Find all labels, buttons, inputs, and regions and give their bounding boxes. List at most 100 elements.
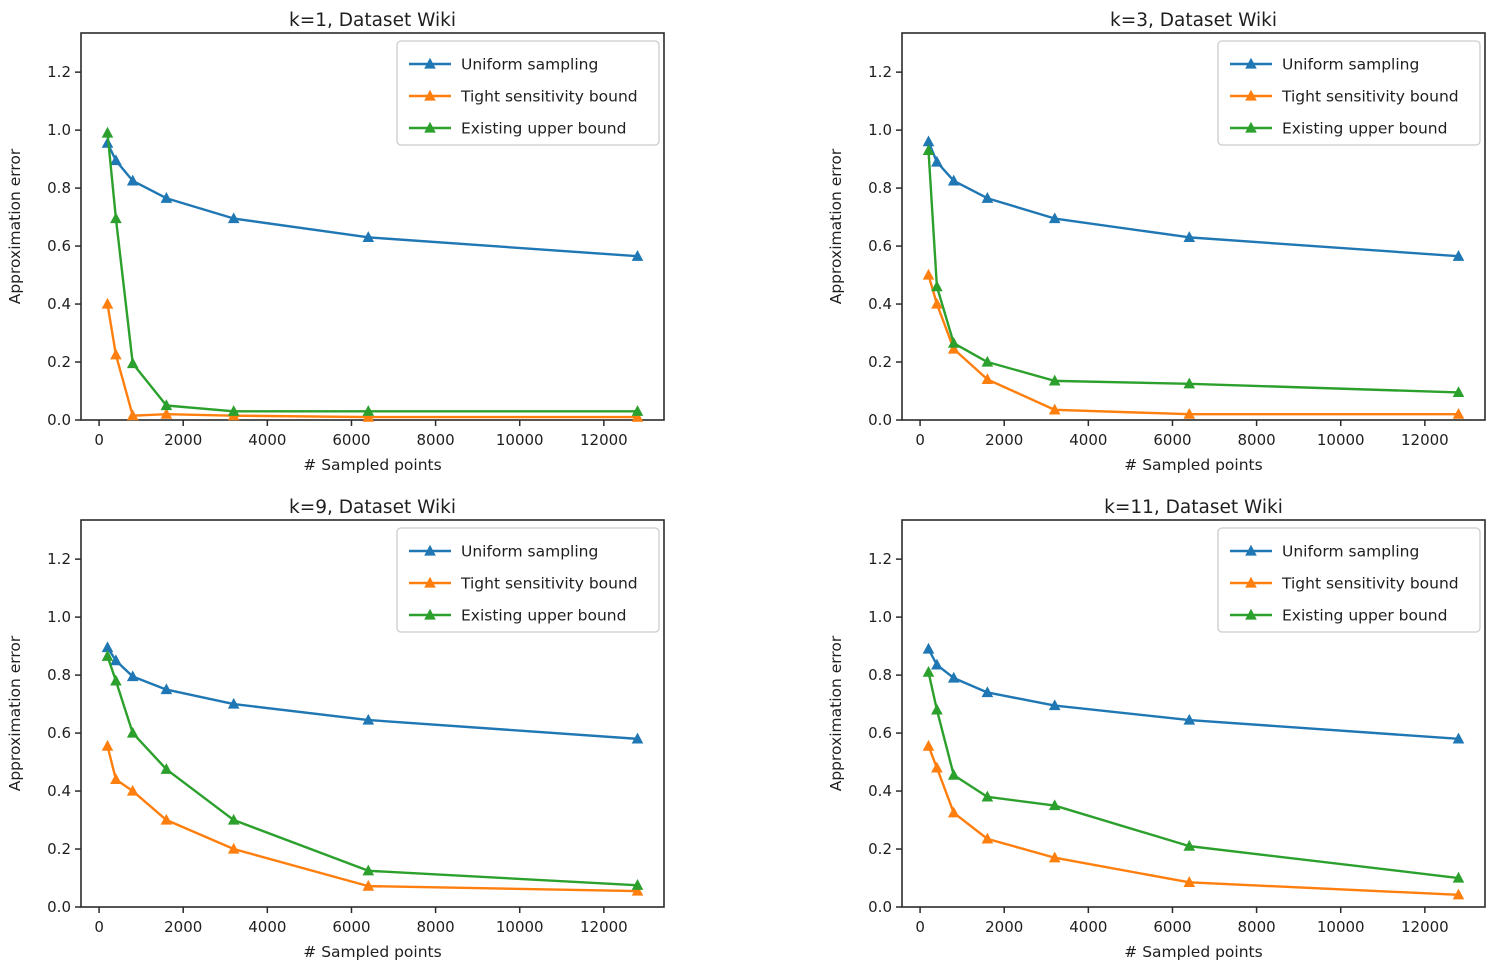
series-existing-upper-bound-marker [1048,799,1061,811]
chart-k3-svg: k=3, Dataset Wiki 0 2000 4000 6000 8000 10000 1… [827,10,1486,474]
series-existing-upper-bound-line [106,132,638,413]
x-tick-label: 12000 [1401,918,1449,936]
triangle-up-icon [1245,89,1257,101]
series-uniform-sampling-marker [126,670,139,682]
series-existing-upper-bound-marker [126,357,139,369]
series-uniform-sampling-line [927,648,1459,741]
triangle-up-icon [424,121,436,133]
series-existing-upper-bound-marker [947,768,960,780]
x-axis: 0 2000 4000 6000 8000 10000 12000 [915,907,1449,936]
legend-box [1217,527,1481,633]
series-tight-sensitivity-bound [101,297,644,422]
series-tight-sensitivity-bound [922,268,1465,419]
series-existing-upper-bound-marker [110,674,122,686]
series-tight-sensitivity-bound-line [927,274,1459,416]
legend-label: Tight sensitivity bound [1281,574,1459,592]
series-existing-upper-bound-marker [631,405,644,416]
x-tick-label: 8000 [417,431,455,449]
y-tick-label: 0.6 [47,237,71,255]
legend-label: Uniform sampling [461,55,598,73]
series-uniform-sampling-line [106,646,638,741]
series-uniform-sampling-marker [981,686,994,698]
x-tick-label: 6000 [332,431,370,449]
series-existing-upper-bound-marker [922,665,935,677]
series-existing-upper-bound-marker [1183,839,1196,851]
legend-entry-existing-upper-bound: Existing upper bound [1230,119,1447,137]
series-existing-upper-bound [922,665,1465,883]
triangle-up-icon [1245,121,1257,133]
legend-entry-tight-sensitivity-bound: Tight sensitivity bound [409,87,638,105]
series-existing-upper-bound-line [106,655,638,887]
legend-label: Existing upper bound [1282,119,1447,137]
series-uniform-sampling-marker [160,192,173,203]
series-existing-upper-bound-marker [922,144,935,156]
x-tick-label: 12000 [1401,431,1449,449]
series-tight-sensitivity-bound-marker [1183,408,1196,419]
series-existing-upper-bound-line [927,150,1459,394]
y-tick-label: 0.0 [47,898,71,916]
series-uniform-sampling-marker [922,642,935,654]
series-tight-sensitivity-bound-line [927,745,1459,897]
series-uniform-sampling-marker [227,697,240,709]
x-tick-label: 4000 [248,431,286,449]
chart-cell-k3: k=3, Dataset Wiki 0 2000 4000 6000 8000 10000 1… [751,0,1502,487]
axes-frame [901,32,1486,421]
x-tick-label: 2000 [985,431,1023,449]
x-tick-label: 10000 [496,431,544,449]
series-tight-sensitivity-bound-line [106,745,638,893]
chart-title: k=3, Dataset Wiki [1110,10,1277,31]
y-tick-label: 0.8 [868,179,892,197]
series-tight-sensitivity-bound-marker [947,342,960,354]
y-axis: 0.0 0.2 0.4 0.6 0.8 1.0 1.2 [868,550,902,916]
series-tight-sensitivity-bound-marker [101,739,114,751]
series-existing-upper-bound-marker [227,405,240,416]
series-existing-upper-bound-marker [1183,377,1196,389]
triangle-up-icon [424,89,436,101]
series-uniform-sampling-marker [631,732,644,744]
series-tight-sensitivity-bound-marker [126,784,139,796]
y-tick-label: 1.2 [868,550,892,568]
series-uniform-sampling-marker [981,192,994,203]
x-axis-label: # Sampled points [303,456,441,474]
series-existing-upper-bound-marker [981,790,994,802]
series-existing-upper-bound-marker [110,212,122,224]
y-tick-label: 1.0 [47,121,71,139]
series-tight-sensitivity-bound-marker [110,773,122,785]
triangle-up-icon [424,57,436,69]
chart-title: k=9, Dataset Wiki [289,497,456,518]
series-uniform-sampling-marker [1048,699,1061,711]
series-existing-upper-bound-line [927,671,1459,880]
y-tick-label: 0.6 [47,724,71,742]
y-axis: 0.0 0.2 0.4 0.6 0.8 1.0 1.2 [47,550,81,916]
x-tick-label: 0 [915,918,925,936]
y-axis: 0.0 0.2 0.4 0.6 0.8 1.0 1.2 [47,63,81,429]
series-uniform-sampling-marker [160,683,173,695]
series-uniform-sampling [922,642,1465,744]
series-uniform-sampling-marker [227,212,240,224]
triangle-up-icon [1245,608,1257,620]
y-tick-label: 0.2 [47,353,71,371]
legend-label: Uniform sampling [1282,55,1419,73]
axes: k=3, Dataset Wiki 0 2000 4000 6000 8000 10000 1… [827,10,1486,474]
x-axis: 0 2000 4000 6000 8000 10000 12000 [94,907,628,936]
series-existing-upper-bound-marker [1452,386,1465,398]
axes: k=11, Dataset Wiki 0 2000 4000 6000 8000 10000… [827,497,1486,961]
series-existing-upper-bound-marker [981,355,994,367]
series-tight-sensitivity-bound-marker [1048,851,1061,863]
legend-entry-existing-upper-bound: Existing upper bound [409,606,626,624]
legend-label: Uniform sampling [461,542,598,560]
x-tick-label: 0 [915,431,925,449]
series-tight-sensitivity-bound-line [106,303,638,419]
triangle-up-icon [1245,57,1257,69]
x-axis-label: # Sampled points [303,943,441,961]
series-tight-sensitivity-bound-marker [160,813,173,825]
series-tight-sensitivity-bound-marker [631,884,644,896]
series-existing-upper-bound-marker [1452,871,1465,883]
legend-entry-existing-upper-bound: Existing upper bound [409,119,626,137]
y-tick-label: 0.2 [47,840,71,858]
axes-frame [901,519,1486,908]
triangle-up-icon [1245,576,1257,588]
y-tick-label: 1.0 [868,121,892,139]
legend-entry-uniform-sampling: Uniform sampling [1230,542,1419,560]
